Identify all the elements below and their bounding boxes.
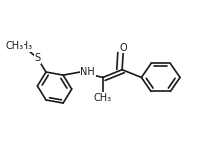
Text: NH: NH [80,67,95,77]
Text: CH₃: CH₃ [5,41,24,51]
Text: CH₃: CH₃ [14,41,33,51]
Text: CH₃: CH₃ [94,93,112,103]
Text: S: S [34,53,40,63]
Text: S: S [34,53,40,63]
Text: O: O [119,43,127,53]
